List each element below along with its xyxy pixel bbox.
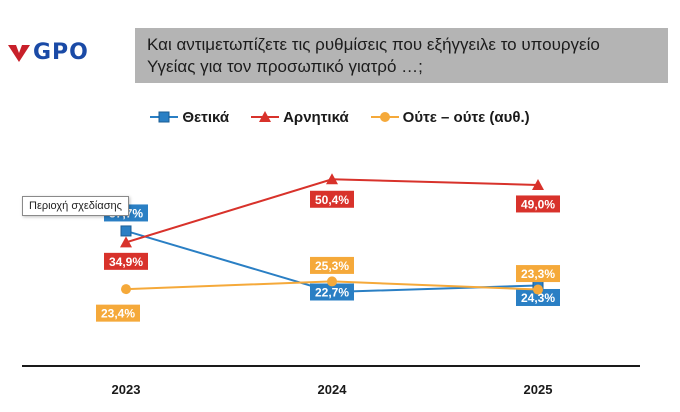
marker-positive-2023 xyxy=(120,225,132,237)
question-box: Και αντιμετωπίζετε τις ρυθμίσεις που εξή… xyxy=(135,28,668,83)
chart-legend: Θετικά Αρνητικά Ούτε – ούτε (αυθ.) xyxy=(0,106,680,128)
marker-neutral-2025 xyxy=(533,284,543,295)
data-label-positive-2024: 22,7% xyxy=(315,286,349,300)
series-line-negative xyxy=(125,178,539,244)
legend-label-negative: Αρνητικά xyxy=(283,108,349,126)
data-label-bg-neutral-2025 xyxy=(516,265,560,283)
legend-item-positive: Θετικά xyxy=(150,109,229,126)
logo-chevron-icon xyxy=(8,45,30,62)
marker-neutral-2024 xyxy=(327,276,337,287)
data-label-bg-neutral-2024 xyxy=(310,256,354,274)
data-label-negative-2024: 50,4% xyxy=(315,193,349,207)
data-label-neutral-2023: 23,4% xyxy=(101,307,135,321)
data-label-bg-neutral-2023 xyxy=(96,304,140,322)
data-label-bg-negative-2023 xyxy=(104,252,148,270)
legend-triangle-marker-icon xyxy=(251,111,280,122)
data-label-positive-2025: 24,3% xyxy=(521,291,555,305)
data-label-bg-negative-2025 xyxy=(516,195,560,213)
gpo-logo: GPO xyxy=(8,41,89,65)
data-label-neutral-2024: 25,3% xyxy=(315,259,349,273)
plot-area-tooltip: Περιοχή σχεδίασης xyxy=(22,196,129,216)
marker-neutral-2023 xyxy=(121,284,131,295)
legend-item-negative: Αρνητικά xyxy=(251,109,349,126)
x-tick-label-2024: 2024 xyxy=(318,382,348,397)
question-line-2: Υγείας για τον προσωπικό γιατρό …; xyxy=(147,57,423,76)
legend-label-neutral: Ούτε – ούτε (αυθ.) xyxy=(402,108,530,126)
data-label-bg-positive-2024 xyxy=(310,283,354,301)
marker-negative-2023 xyxy=(120,236,132,248)
logo-text: GPO xyxy=(33,40,89,65)
x-tick-label-2023: 2023 xyxy=(112,382,141,397)
data-label-negative-2025: 49,0% xyxy=(521,197,555,211)
legend-square-marker-icon xyxy=(150,111,179,123)
data-label-bg-negative-2024 xyxy=(310,190,354,208)
question-line-1: Και αντιμετωπίζετε τις ρυθμίσεις που εξή… xyxy=(147,35,600,54)
x-tick-label-2025: 2025 xyxy=(524,382,553,397)
legend-item-neutral: Ούτε – ούτε (αυθ.) xyxy=(370,108,530,126)
data-label-neutral-2025: 23,3% xyxy=(521,267,555,281)
data-label-negative-2023: 34,9% xyxy=(109,255,143,269)
marker-negative-2024 xyxy=(326,173,338,185)
marker-negative-2025 xyxy=(532,178,544,190)
legend-label-positive: Θετικά xyxy=(182,108,230,126)
legend-circle-marker-icon xyxy=(370,112,399,122)
data-label-bg-positive-2025 xyxy=(516,288,560,306)
